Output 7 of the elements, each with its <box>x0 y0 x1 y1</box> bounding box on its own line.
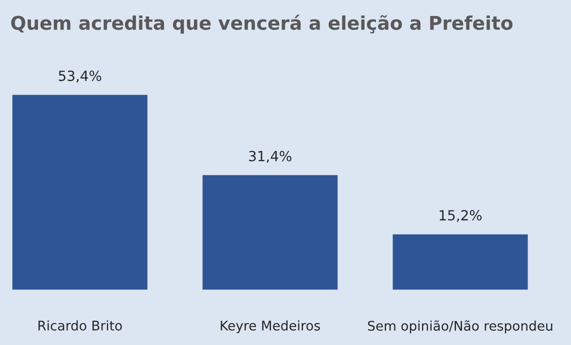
chart-title: Quem acredita que vencerá a eleição a Prefeito <box>11 14 512 34</box>
data-label: 15,2% <box>440 210 482 222</box>
x-tick-label: Ricardo Brito <box>38 320 122 331</box>
data-label: 53,4% <box>58 70 102 82</box>
x-tick-label: Keyre Medeiros <box>220 320 320 334</box>
x-tick-label: Sem opinião/Não respondeu <box>368 320 552 334</box>
data-label: 31,4% <box>249 150 292 163</box>
